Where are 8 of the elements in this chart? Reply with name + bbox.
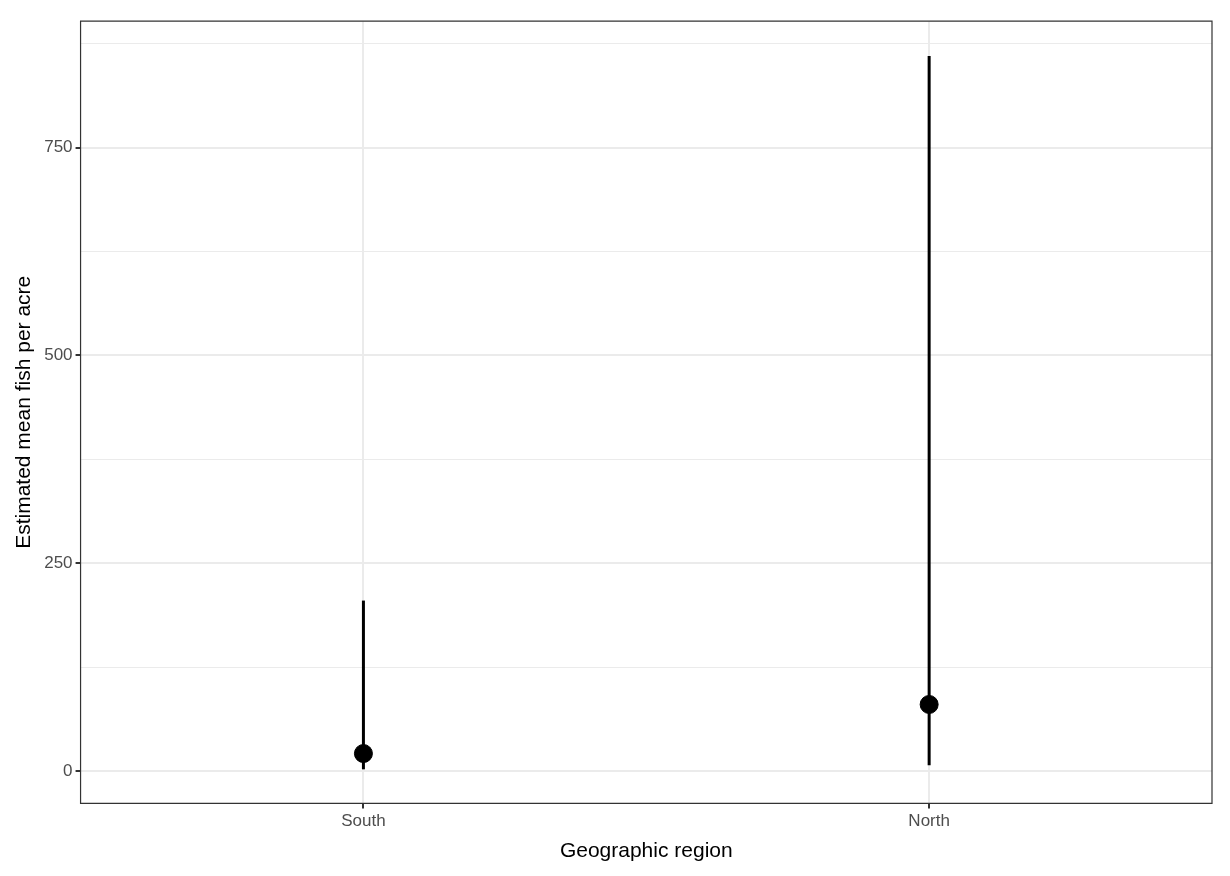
x-axis-title: Geographic region — [559, 838, 733, 862]
y-tick-label: 0 — [63, 760, 73, 780]
y-tick-label: 750 — [44, 137, 73, 157]
x-tick-label: North — [908, 811, 950, 831]
y-axis-title: Estimated mean fish per acre — [11, 275, 35, 549]
y-tick-label: 500 — [44, 345, 73, 365]
x-tick-label: South — [341, 811, 386, 831]
y-tick-label: 250 — [44, 552, 73, 572]
